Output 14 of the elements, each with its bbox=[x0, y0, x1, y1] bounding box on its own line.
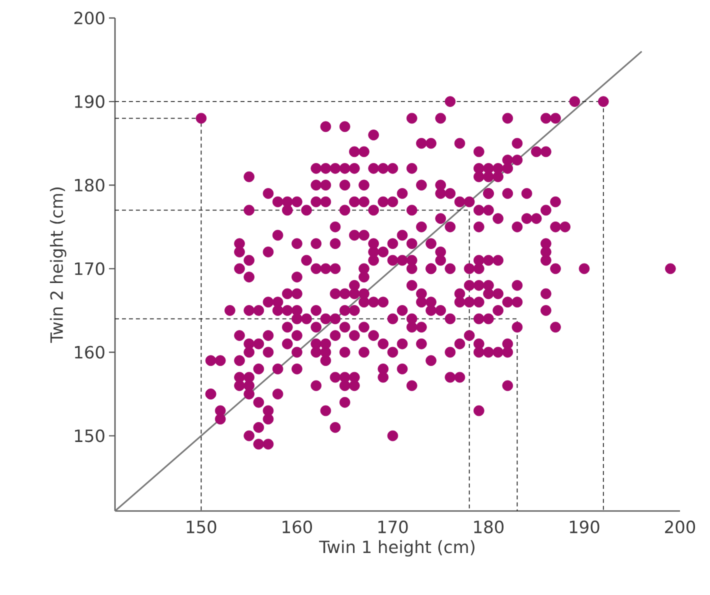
y-tick-label: 180 bbox=[75, 178, 104, 192]
y-tick-label: 200 bbox=[74, 12, 104, 24]
x-tick-label: 150 bbox=[186, 520, 216, 534]
y-tick-label: 170 bbox=[75, 262, 104, 276]
x-tick-label: 190 bbox=[570, 520, 600, 534]
y-tick-label: 150 bbox=[75, 429, 104, 442]
x-tick-label: 160 bbox=[282, 520, 312, 534]
x-tick-label: 200 bbox=[665, 520, 696, 534]
x-axis-title: Twin 1 height (cm) bbox=[319, 540, 474, 557]
y-tick-label: 190 bbox=[75, 95, 104, 108]
x-tick-label: 180 bbox=[474, 520, 504, 534]
x-tick-label: 170 bbox=[378, 520, 408, 534]
y-tick-label: 160 bbox=[75, 346, 104, 359]
y-axis-title: Twin 2 height (cm) bbox=[50, 188, 66, 343]
